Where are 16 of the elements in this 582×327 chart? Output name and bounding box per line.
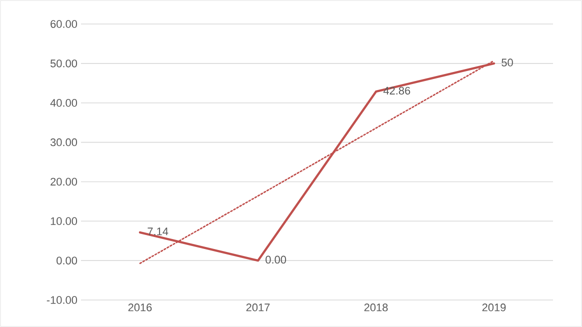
y-tick-label: 50.00 [50, 60, 78, 68]
data-label: 42.86 [383, 86, 410, 95]
x-tick-label: 2017 [246, 304, 270, 312]
y-tick-label: 0.00 [56, 256, 78, 264]
x-tick-label: 2016 [128, 304, 152, 312]
y-tick-label: 60.00 [50, 20, 78, 28]
y-tick-label: 20.00 [50, 178, 78, 186]
data-label: 7.14 [148, 228, 168, 236]
x-tick-label: 2019 [482, 304, 506, 312]
x-tick-label: 2018 [364, 304, 388, 312]
data-label: 0.00 [266, 256, 286, 264]
y-tick-label: 10.00 [50, 217, 78, 226]
y-tick-label: 30.00 [50, 138, 78, 146]
data-label: 50 [502, 58, 513, 66]
y-tick-label: 40.00 [50, 98, 78, 107]
y-tick-label: -10.00 [46, 296, 78, 304]
